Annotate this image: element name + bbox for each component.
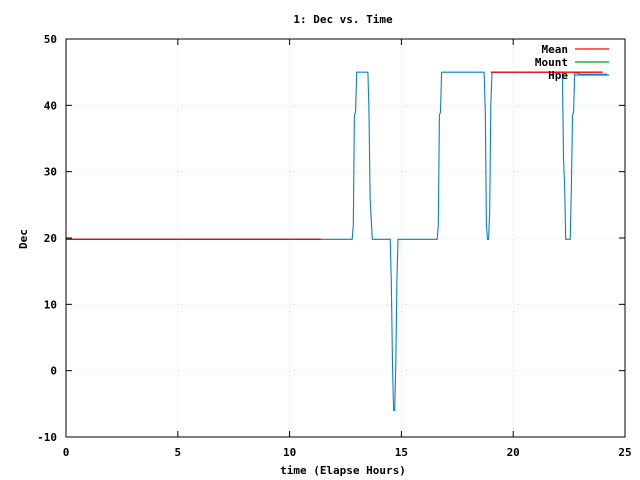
legend-label-mean: Mean xyxy=(542,43,569,56)
x-axis-title: time (Elapse Hours) xyxy=(280,464,406,477)
series-lines xyxy=(65,71,608,412)
y-tick-label: 0 xyxy=(50,365,57,378)
x-tick-label: 10 xyxy=(283,446,296,459)
chart-title: 1: Dec vs. Time xyxy=(293,13,393,26)
x-tick-label: 25 xyxy=(618,446,631,459)
y-axis-title: Dec xyxy=(17,229,30,249)
y-tick-label: 20 xyxy=(44,232,57,245)
plot-frame xyxy=(65,38,626,438)
x-tick-label: 20 xyxy=(507,446,520,459)
y-tick-label: 30 xyxy=(44,166,57,179)
y-tick-label: -10 xyxy=(37,431,57,444)
y-tick-label: 40 xyxy=(44,99,57,112)
x-tick-label: 5 xyxy=(174,446,181,459)
legend-label-mount: Mount xyxy=(535,56,568,69)
grid-lines xyxy=(66,39,625,437)
legend-label-hpe: Hpe xyxy=(548,69,568,82)
x-tick-label: 15 xyxy=(395,446,408,459)
y-tick-label: 50 xyxy=(44,33,57,46)
x-tick-label: 0 xyxy=(63,446,70,459)
y-tick-label: 10 xyxy=(44,298,57,311)
series-line-hpe xyxy=(66,71,608,412)
axes: 0 5 10 15 20 25 -10 0 10 20 30 40 50 xyxy=(37,33,632,459)
